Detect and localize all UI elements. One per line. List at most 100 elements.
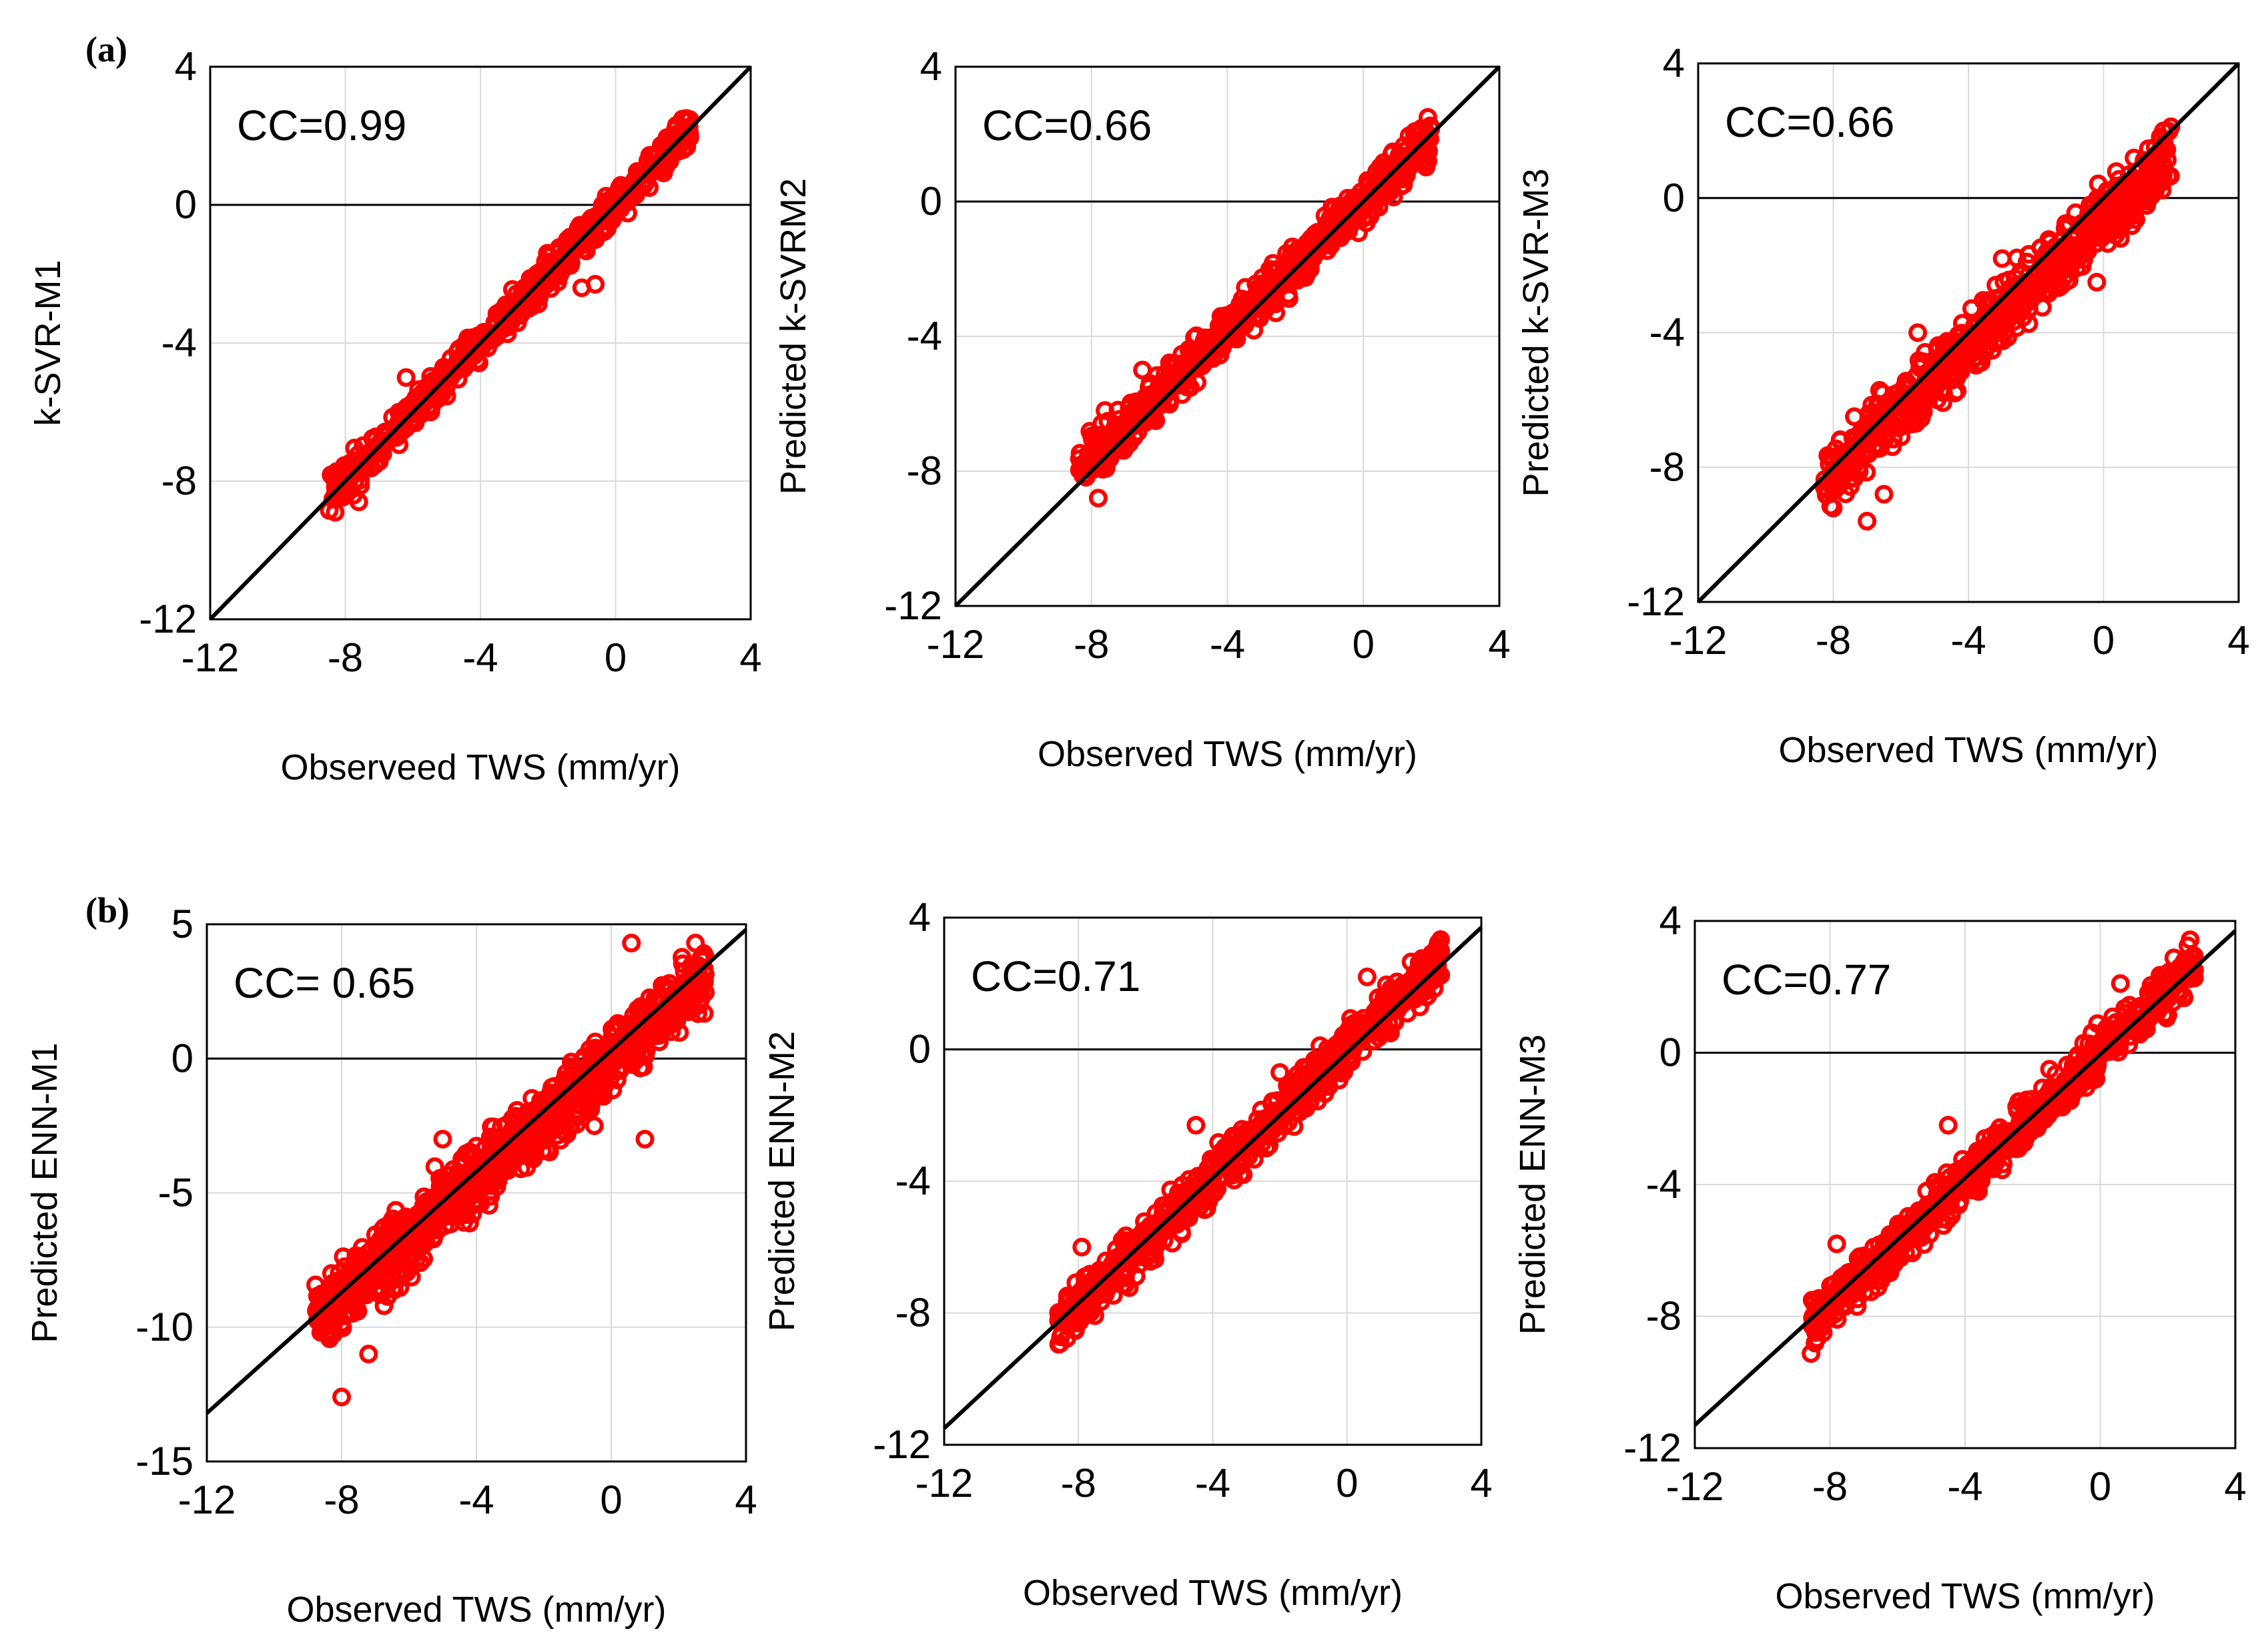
data-point bbox=[667, 115, 686, 135]
data-point bbox=[1298, 1058, 1318, 1077]
data-point bbox=[1997, 1132, 2016, 1152]
x-tick-label: -4 bbox=[1195, 1461, 1230, 1506]
data-point bbox=[1834, 1267, 1854, 1286]
data-point bbox=[340, 1279, 360, 1298]
data-point bbox=[1149, 378, 1168, 397]
data-point bbox=[1864, 1237, 1884, 1257]
x-axis-label: Observed TWS (mm/yr) bbox=[286, 1590, 666, 1630]
data-point bbox=[1989, 304, 2008, 324]
data-point bbox=[2119, 1035, 2139, 1054]
plot-frame bbox=[206, 923, 747, 1463]
data-point bbox=[1239, 1134, 1258, 1153]
data-point bbox=[364, 1272, 384, 1291]
x-tick-label: 0 bbox=[600, 1477, 622, 1522]
data-point bbox=[1072, 1295, 1091, 1315]
data-point bbox=[2153, 168, 2173, 187]
x-tick-label: -8 bbox=[1074, 622, 1109, 667]
data-point bbox=[1194, 354, 1213, 374]
x-tick-label: -12 bbox=[927, 622, 985, 667]
x-tick-label: 4 bbox=[739, 635, 761, 680]
data-point bbox=[1116, 1231, 1135, 1250]
plot-frame bbox=[209, 65, 752, 621]
data-point bbox=[2133, 170, 2153, 190]
data-point bbox=[2028, 1112, 2048, 1131]
data-point bbox=[541, 1083, 560, 1102]
data-point bbox=[363, 428, 382, 448]
data-point bbox=[396, 368, 416, 387]
data-point bbox=[664, 984, 683, 1004]
data-point bbox=[1268, 260, 1288, 278]
y-tick-label: 0 bbox=[1663, 176, 1685, 220]
data-point bbox=[489, 304, 508, 324]
data-point bbox=[322, 465, 341, 484]
y-axis-label: Predicted ENN-M3 bbox=[1513, 1034, 1553, 1335]
data-point bbox=[605, 1018, 625, 1038]
data-point bbox=[426, 381, 445, 400]
y-tick-label: 0 bbox=[909, 1027, 931, 1072]
data-point bbox=[610, 178, 629, 198]
y-tick-label: -12 bbox=[873, 1422, 931, 1467]
data-point bbox=[1850, 462, 1869, 481]
data-point bbox=[1228, 1134, 1248, 1153]
data-point bbox=[2013, 1127, 2032, 1146]
scatter-panel-6: -12 -8 -4 0 4 -12 -8 -4 0 4 CC=0.77 Observed TWS (m… bbox=[1513, 898, 2247, 1616]
data-point bbox=[1198, 1159, 1218, 1178]
data-point bbox=[2120, 203, 2139, 222]
data-point bbox=[1858, 511, 1877, 531]
data-point bbox=[1950, 1177, 1970, 1196]
data-point bbox=[538, 244, 557, 263]
data-point bbox=[359, 1345, 378, 1363]
x-tick-label: -4 bbox=[458, 1477, 494, 1522]
data-point bbox=[1356, 189, 1375, 208]
x-tick-label: -12 bbox=[1669, 618, 1728, 663]
y-tick-label: -10 bbox=[135, 1305, 194, 1349]
data-point bbox=[1827, 1234, 1846, 1253]
data-point bbox=[1865, 436, 1884, 455]
data-point bbox=[1284, 1117, 1304, 1136]
panel-label-a: (a) bbox=[85, 29, 127, 69]
data-point bbox=[2053, 248, 2072, 268]
x-axis-label: Observed TWS (mm/yr) bbox=[1778, 730, 2158, 770]
data-point bbox=[2064, 1069, 2083, 1088]
data-point bbox=[1096, 401, 1115, 420]
data-point bbox=[1373, 998, 1393, 1018]
x-tick-label: 0 bbox=[605, 635, 627, 680]
data-point bbox=[2060, 1085, 2080, 1104]
data-point bbox=[1120, 1278, 1139, 1297]
y-tick-label: 4 bbox=[920, 44, 942, 89]
data-point bbox=[634, 1057, 653, 1076]
data-point bbox=[1814, 1323, 1833, 1343]
data-point bbox=[1072, 1237, 1092, 1257]
data-point bbox=[2116, 180, 2135, 199]
data-point bbox=[2048, 267, 2067, 286]
x-tick-label: 0 bbox=[2089, 1464, 2111, 1509]
data-point bbox=[1161, 1180, 1180, 1199]
data-point bbox=[1301, 229, 1320, 248]
data-point bbox=[1170, 372, 1190, 391]
x-axis-label: Observeed TWS (mm/yr) bbox=[280, 747, 680, 787]
x-tick-label: 0 bbox=[1353, 622, 1375, 667]
data-point bbox=[1874, 484, 1894, 504]
y-tick-label: -12 bbox=[1623, 1425, 1681, 1470]
data-point bbox=[479, 1196, 498, 1215]
data-point bbox=[488, 1129, 508, 1148]
data-point bbox=[500, 1130, 520, 1150]
data-point bbox=[670, 1023, 689, 1042]
data-point bbox=[337, 473, 356, 492]
data-point bbox=[1882, 1235, 1902, 1254]
data-point bbox=[635, 1130, 655, 1148]
data-point bbox=[511, 1142, 530, 1162]
x-tick-label: -4 bbox=[462, 635, 498, 680]
data-point bbox=[511, 1159, 530, 1179]
x-tick-label: -4 bbox=[1947, 1464, 1982, 1509]
y-tick-label: -4 bbox=[1646, 1162, 1681, 1207]
scatter-panel-1: -12 -8 -4 0 4 -12 -8 -4 0 4 CC=0.99 Observeed TWS (… bbox=[28, 44, 762, 787]
data-point bbox=[1246, 299, 1266, 318]
y-axis-label: Predicted ENN-M1 bbox=[25, 1042, 65, 1343]
data-point bbox=[1862, 1282, 1881, 1301]
data-point bbox=[1113, 429, 1132, 448]
x-axis-label: Observed TWS (mm/yr) bbox=[1038, 734, 1417, 774]
x-tick-label: -12 bbox=[181, 635, 240, 680]
data-point bbox=[1920, 1225, 1940, 1244]
